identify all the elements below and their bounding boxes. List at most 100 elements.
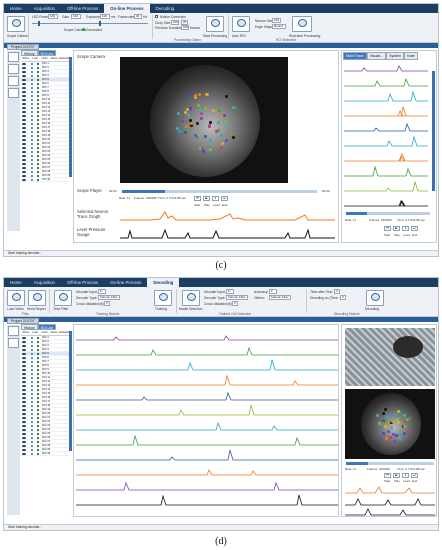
color-swatch[interactable] <box>37 158 39 161</box>
table-row[interactable]: ROI 8 <box>21 90 69 94</box>
lock-icon[interactable] <box>31 396 33 399</box>
color-swatch[interactable] <box>37 420 39 423</box>
lock-icon[interactable] <box>31 340 33 343</box>
play-button[interactable]: ▶ <box>203 196 210 201</box>
table-row[interactable]: ROI 8 <box>21 364 69 368</box>
table-row[interactable]: ROI 5 <box>21 352 69 356</box>
lock-icon[interactable] <box>31 416 33 419</box>
roi-marker[interactable] <box>382 431 386 435</box>
color-swatch[interactable] <box>37 126 39 129</box>
decoder-input-2-field[interactable]: F <box>226 289 234 294</box>
table-row[interactable]: ROI 14 <box>21 388 69 392</box>
pause-button[interactable]: ⏸ <box>402 473 409 478</box>
slider-thumb[interactable] <box>99 21 101 26</box>
color-swatch[interactable] <box>37 138 39 141</box>
table-row[interactable]: ROI 29 <box>21 174 69 178</box>
lock-icon[interactable] <box>31 344 33 347</box>
motion-correction-checkbox[interactable] <box>155 15 158 18</box>
table-row[interactable]: ROI 23 <box>21 424 69 428</box>
eye-icon[interactable] <box>22 134 26 137</box>
lock-icon[interactable] <box>31 400 33 403</box>
table-row[interactable]: ROI 7 <box>21 360 69 364</box>
roi-marker[interactable] <box>203 134 207 138</box>
lock-icon[interactable] <box>31 380 33 383</box>
color-swatch[interactable] <box>37 336 39 339</box>
tab-offline-process[interactable]: Off-line Process <box>66 280 99 285</box>
roi-marker[interactable] <box>391 420 395 424</box>
table-row[interactable]: ROI 7 <box>21 86 69 90</box>
color-swatch[interactable] <box>37 444 39 447</box>
tab-acquisition[interactable]: Acquisition <box>33 6 55 11</box>
roi-marker[interactable] <box>216 129 220 133</box>
color-swatch[interactable] <box>37 98 39 101</box>
color-swatch[interactable] <box>37 122 39 125</box>
eye-icon[interactable] <box>22 146 26 149</box>
roi-marker[interactable] <box>376 413 380 417</box>
eye-icon[interactable] <box>22 348 26 351</box>
scope-camera-view[interactable] <box>120 57 288 183</box>
color-swatch[interactable] <box>37 360 39 363</box>
lock-icon[interactable] <box>31 90 33 93</box>
roi-marker[interactable] <box>406 430 410 434</box>
lock-icon[interactable] <box>31 440 33 443</box>
roi-marker[interactable] <box>224 94 228 98</box>
slider-thumb[interactable] <box>38 21 40 26</box>
color-swatch[interactable] <box>37 388 39 391</box>
eye-icon[interactable] <box>22 452 26 455</box>
roi-marker[interactable] <box>197 93 201 97</box>
table-row[interactable]: ROI 27 <box>21 166 69 170</box>
skip-forward-button[interactable]: ⏭ <box>411 473 418 478</box>
lock-icon[interactable] <box>31 452 33 455</box>
roi-marker[interactable] <box>403 413 407 417</box>
roi-marker[interactable] <box>218 109 222 113</box>
eye-icon[interactable] <box>22 150 26 153</box>
table-row[interactable]: ROI 20 <box>21 138 69 142</box>
lock-icon[interactable] <box>31 376 33 379</box>
table-row[interactable]: ROI 26 <box>21 436 69 440</box>
roi-marker[interactable] <box>381 433 385 437</box>
table-row[interactable]: ROI 27 <box>21 440 69 444</box>
lock-icon[interactable] <box>31 94 33 97</box>
eye-icon[interactable] <box>22 360 26 363</box>
roi-marker[interactable] <box>189 119 193 123</box>
roi-marker[interactable] <box>384 436 388 440</box>
table-row[interactable]: ROI 16 <box>21 122 69 126</box>
eye-icon[interactable] <box>22 444 26 447</box>
lock-icon[interactable] <box>31 388 33 391</box>
table-row[interactable]: ROI 25 <box>21 432 69 436</box>
table-row[interactable]: ROI 20 <box>21 412 69 416</box>
roi-marker[interactable] <box>200 117 204 121</box>
eye-icon[interactable] <box>22 178 26 181</box>
eye-icon[interactable] <box>22 336 26 339</box>
eye-icon[interactable] <box>22 114 26 117</box>
history-tab[interactable]: History <box>21 324 38 330</box>
roi-marker[interactable] <box>189 121 193 125</box>
roi-marker[interactable] <box>204 107 208 111</box>
color-swatch[interactable] <box>37 372 39 375</box>
skip-back-button[interactable]: ⏮ <box>194 196 201 201</box>
roi-marker[interactable] <box>208 147 212 151</box>
roi-marker[interactable] <box>199 107 202 111</box>
table-row[interactable]: ROI 4 <box>21 74 69 78</box>
lock-icon[interactable] <box>31 412 33 415</box>
table-row[interactable]: ROI 28 <box>21 170 69 174</box>
color-swatch[interactable] <box>37 62 39 65</box>
color-swatch[interactable] <box>37 404 39 407</box>
roi-marker[interactable] <box>402 424 406 428</box>
tab-home[interactable]: Home <box>10 280 22 285</box>
roi-marker[interactable] <box>383 425 387 429</box>
eye-icon[interactable] <box>22 170 26 173</box>
roi-marker[interactable] <box>232 133 236 137</box>
eye-icon[interactable] <box>22 78 26 81</box>
color-swatch[interactable] <box>37 102 39 105</box>
skip-back-button[interactable]: ⏮ <box>384 473 391 478</box>
table-row[interactable]: ROI 9 <box>21 94 69 98</box>
color-swatch[interactable] <box>37 82 39 85</box>
eye-icon[interactable] <box>22 368 26 371</box>
tab-acquisition[interactable]: Acquisition <box>33 280 55 285</box>
table-row[interactable]: ROI 5 <box>21 78 69 82</box>
color-swatch[interactable] <box>37 364 39 367</box>
roi-marker[interactable] <box>395 417 399 421</box>
table-row[interactable]: ROI 25 <box>21 158 69 162</box>
roi-marker[interactable] <box>208 124 212 128</box>
